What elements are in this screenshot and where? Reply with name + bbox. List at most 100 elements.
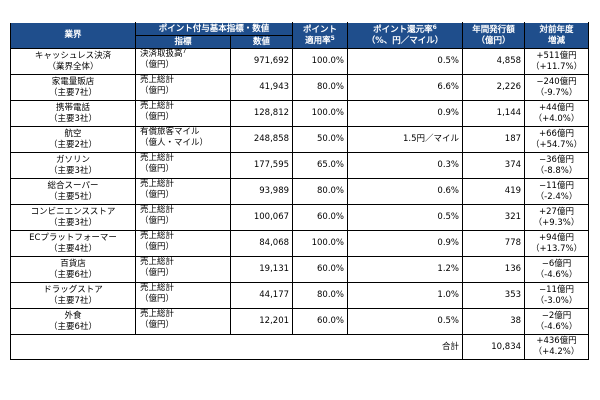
change-percent: （+4.0%） [533, 113, 580, 124]
total-change: +436億円 （+4.2%） [524, 334, 590, 360]
total-label: 合計 [9, 334, 464, 360]
industry-name: ガソリン [55, 154, 90, 165]
metric-unit: （億円） [140, 60, 175, 70]
metric-footnote: 7 [182, 48, 187, 55]
issue-cell: 1,144 [462, 100, 526, 127]
issue-cell: 419 [462, 178, 526, 205]
header-rate-line2: 適用率5 [305, 34, 335, 46]
total-issue: 10,834 [462, 334, 526, 360]
change-cell: +44億円 （+4.0%） [524, 100, 590, 127]
header-industry: 業界 [10, 22, 136, 49]
rate-cell: 80.0% [292, 178, 349, 205]
issue-cell: 2,226 [462, 74, 526, 101]
issue-cell: 321 [462, 204, 526, 231]
header-basis-group: ポイント付与基本指標・数値 [134, 22, 294, 36]
change-percent: （+9.3%） [533, 217, 580, 228]
industry-companies: （主要2社） [49, 139, 97, 150]
header-rate-footnote: 5 [330, 34, 335, 42]
header-yoy-line1: 対前年度 [539, 24, 574, 35]
industry-companies: （主要5社） [49, 191, 97, 202]
value-cell: 177,595 [229, 152, 294, 179]
change-amount: +27億円 [539, 206, 574, 217]
industry-cell: 航空 （主要2社） [10, 126, 136, 153]
industry-cell: 携帯電話 （主要3社） [10, 100, 136, 127]
metric-unit: （億円） [140, 164, 175, 174]
industry-cell: 外食 （主要6社） [10, 308, 136, 335]
metric-cell: 有償旅客マイル （億人・マイル） [135, 126, 231, 153]
return-cell: 0.3% [347, 152, 464, 179]
industry-cell: ドラッグストア （主要7社） [10, 282, 136, 309]
change-amount: −11億円 [539, 180, 574, 191]
change-percent: （+54.7%） [530, 139, 583, 150]
industry-companies: （主要7社） [49, 295, 97, 306]
change-amount: −36億円 [539, 154, 574, 165]
change-cell: +511億円 （+11.7%） [524, 48, 590, 75]
rate-cell: 100.0% [292, 48, 349, 75]
return-cell: 0.5% [347, 308, 464, 335]
total-row: 合計 10,834 +436億円 （+4.2%） [9, 334, 590, 360]
table-row: キャッシュレス決済 （業界全体） 決済取扱高7 （億円） 971,692 100.0% 0.… [10, 48, 590, 75]
value-cell: 248,858 [229, 126, 294, 153]
value-cell: 19,131 [229, 256, 294, 283]
change-percent: （-8.8%） [535, 165, 578, 176]
return-cell: 6.6% [347, 74, 464, 101]
industry-name: 総合スーパー [47, 180, 99, 191]
industry-name: コンビニエンスストア [30, 206, 116, 217]
metric-unit: （億円） [140, 190, 175, 200]
return-cell: 0.9% [347, 230, 464, 257]
metric-name: 有償旅客マイル [140, 127, 200, 137]
industry-companies: （主要6社） [49, 269, 97, 280]
value-cell: 128,812 [229, 100, 294, 127]
industry-name: 百貨店 [60, 258, 86, 269]
rate-cell: 80.0% [292, 282, 349, 309]
change-amount: +94億円 [539, 232, 574, 243]
change-percent: （-3.0%） [535, 295, 578, 306]
metric-cell: 売上総計 （億円） [135, 282, 231, 309]
metric-unit: （億円） [140, 86, 175, 96]
header-return-line2: （%、円／マイル） [366, 35, 444, 46]
table-body: キャッシュレス決済 （業界全体） 決済取扱高7 （億円） 971,692 100.0% 0.… [10, 48, 590, 335]
header-issue: 年間発行額 （億円） [462, 22, 526, 49]
metric-name: 売上総計 [140, 179, 175, 189]
metric-name: 売上総計 [140, 101, 175, 111]
industry-cell: 家電量販店 （主要7社） [10, 74, 136, 101]
change-cell: +66億円 （+54.7%） [524, 126, 590, 153]
metric-cell: 売上総計 （億円） [135, 178, 231, 205]
rate-cell: 60.0% [292, 256, 349, 283]
value-cell: 12,201 [229, 308, 294, 335]
metric-unit: （億円） [140, 242, 175, 252]
metric-name: 売上総計 [140, 153, 175, 163]
change-amount: −11億円 [539, 284, 574, 295]
industry-name: 外食 [64, 310, 82, 321]
metric-cell: 売上総計 （億円） [135, 100, 231, 127]
table-row: 総合スーパー （主要5社） 売上総計 （億円） 93,989 80.0% 0.6% 419 −1… [10, 178, 590, 205]
value-cell: 93,989 [229, 178, 294, 205]
return-cell: 1.5円／マイル [347, 126, 464, 153]
change-cell: +94億円 （+13.7%） [524, 230, 590, 257]
metric-cell: 売上総計 （億円） [135, 230, 231, 257]
change-percent: （-4.6%） [535, 269, 578, 280]
value-cell: 84,068 [229, 230, 294, 257]
rate-cell: 60.0% [292, 308, 349, 335]
metric-unit: （億円） [140, 268, 175, 278]
rate-cell: 50.0% [292, 126, 349, 153]
rate-cell: 100.0% [292, 230, 349, 257]
change-percent: （-2.4%） [535, 191, 578, 202]
industry-companies: （主要6社） [49, 321, 97, 332]
rate-cell: 100.0% [292, 100, 349, 127]
industry-companies: （業界全体） [47, 61, 99, 72]
metric-cell: 売上総計 （億円） [135, 152, 231, 179]
header-return: ポイント還元率6 （%、円／マイル） [347, 22, 464, 49]
point-issuance-table: 業界 ポイント付与基本指標・数値 ポイント 適用率5 ポイント還元率6 （%、円… [9, 22, 590, 360]
return-cell: 0.5% [347, 48, 464, 75]
return-cell: 0.5% [347, 204, 464, 231]
rate-cell: 60.0% [292, 204, 349, 231]
table-row: ガソリン （主要3社） 売上総計 （億円） 177,595 65.0% 0.3% 374 −36… [10, 152, 590, 179]
metric-name: 売上総計 [140, 257, 175, 267]
metric-name: 売上総計 [140, 75, 175, 85]
change-percent: （-9.7%） [535, 87, 578, 98]
metric-unit: （億人・マイル） [140, 138, 209, 148]
industry-companies: （主要3社） [49, 217, 97, 228]
industry-name: ECプラットフォーマー [29, 232, 117, 243]
header-value: 数値 [229, 35, 294, 49]
